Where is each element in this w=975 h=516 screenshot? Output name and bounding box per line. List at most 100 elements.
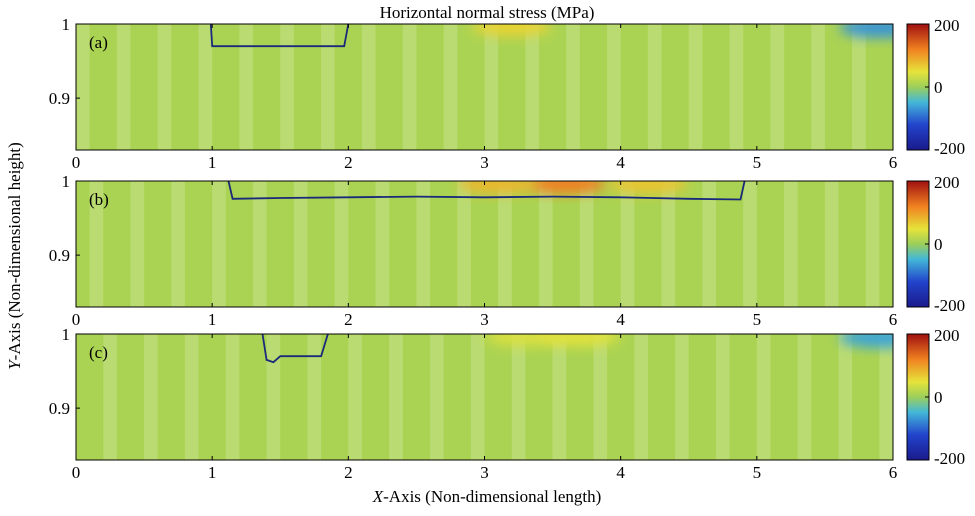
hotspot [839, 24, 893, 38]
x-tick-label: 4 [616, 153, 625, 172]
x-tick-label: 2 [344, 310, 353, 329]
texture-column [566, 24, 580, 150]
x-tick-label: 1 [208, 153, 217, 172]
y-axis-label: Y-Axis (Non-dimensional height) [5, 142, 24, 370]
texture-column [171, 181, 185, 307]
y-tick-label: 1 [62, 15, 71, 34]
x-tick-label: 3 [480, 463, 489, 482]
x-tick-label: 2 [344, 463, 353, 482]
texture-column [280, 24, 294, 150]
hotspot [458, 181, 539, 194]
panel-label: (c) [89, 343, 108, 362]
x-tick-label: 0 [72, 310, 81, 329]
x-tick-label: 6 [889, 310, 898, 329]
texture-column [103, 334, 117, 460]
y-tick-label: 0.9 [49, 399, 70, 418]
panel-1: (a) 0 1 2 3 4 5 6 1 0.9 200 0 -200 [49, 15, 965, 172]
texture-column [116, 24, 131, 150]
x-tick-label: 3 [480, 310, 489, 329]
x-tick-label: 1 [208, 310, 217, 329]
heatmap-texture [103, 334, 893, 460]
texture-column [144, 334, 158, 460]
hotspot [539, 334, 620, 347]
x-tick-label: 6 [889, 463, 898, 482]
texture-column [607, 24, 621, 150]
colorbar-tick-label: 0 [934, 78, 943, 97]
x-tick-label: 3 [480, 153, 489, 172]
colorbar: 200 0 -200 [906, 173, 965, 315]
heatmap-texture [89, 181, 880, 307]
texture-column [157, 24, 172, 150]
texture-column [239, 24, 254, 150]
texture-column [838, 334, 853, 460]
x-tick-label: 6 [889, 153, 898, 172]
hotspots [458, 181, 688, 194]
x-tick-label: 5 [753, 153, 762, 172]
texture-column [552, 334, 567, 460]
y-tick-label: 1 [62, 172, 71, 191]
texture-column [184, 334, 199, 460]
hotspots [485, 334, 893, 348]
texture-column [647, 24, 662, 150]
texture-column [443, 24, 458, 150]
texture-column [334, 181, 349, 307]
colorbar: 200 0 -200 [906, 326, 965, 468]
texture-column [620, 181, 635, 307]
panel-2: (b) 0 1 2 3 4 5 6 1 0.9 200 0 -200 [49, 172, 965, 329]
panel-label: (a) [89, 33, 108, 52]
colorbar-tick-label: 0 [934, 388, 943, 407]
texture-column [470, 334, 485, 460]
hotspot [607, 181, 688, 194]
x-axis-label: X-Axis (Non-dimensional length) [372, 487, 602, 506]
contour-line [261, 334, 329, 364]
texture-column [538, 181, 553, 307]
x-tick-label: 4 [616, 310, 625, 329]
hotspot [526, 181, 607, 194]
panel-3: (c) 0 1 2 3 4 5 6 1 0.9 200 0 -200 [49, 325, 965, 482]
texture-column [198, 24, 213, 150]
texture-column [852, 24, 866, 150]
colorbar-tick-label: 0 [934, 235, 943, 254]
colorbar-tick-label: 200 [934, 173, 960, 192]
texture-column [89, 181, 104, 307]
contour-line [209, 24, 350, 48]
texture-column [266, 334, 281, 460]
y-tick-label: 0.9 [49, 89, 70, 108]
x-tick-label: 2 [344, 153, 353, 172]
heatmap-background [76, 181, 893, 307]
texture-column [634, 334, 648, 460]
colorbar-tick-label: -200 [934, 139, 965, 158]
colorbar-tick-label: 200 [934, 326, 960, 345]
contour-line [227, 181, 746, 201]
texture-column [130, 181, 145, 307]
texture-column [375, 181, 390, 307]
x-tick-label: 5 [753, 463, 762, 482]
texture-column [212, 181, 226, 307]
texture-column [675, 334, 689, 460]
texture-column [661, 181, 676, 307]
texture-column [729, 24, 744, 150]
x-tick-label: 5 [753, 310, 762, 329]
texture-column [756, 334, 771, 460]
hotspots [471, 24, 893, 38]
texture-column [702, 181, 716, 307]
texture-column [743, 181, 757, 307]
texture-column [430, 334, 444, 460]
texture-column [688, 24, 703, 150]
texture-column [293, 181, 308, 307]
texture-column [402, 24, 417, 150]
texture-column [824, 181, 839, 307]
texture-column [253, 181, 267, 307]
heatmap-background [76, 334, 893, 460]
x-tick-label: 0 [72, 153, 81, 172]
texture-column [348, 334, 362, 460]
texture-column [484, 24, 499, 150]
hotspot [471, 24, 552, 37]
panel-label: (b) [89, 190, 109, 209]
colorbar: 200 0 -200 [906, 16, 965, 158]
texture-column [879, 334, 893, 460]
texture-column [784, 181, 798, 307]
texture-column [715, 334, 730, 460]
texture-column [579, 181, 594, 307]
